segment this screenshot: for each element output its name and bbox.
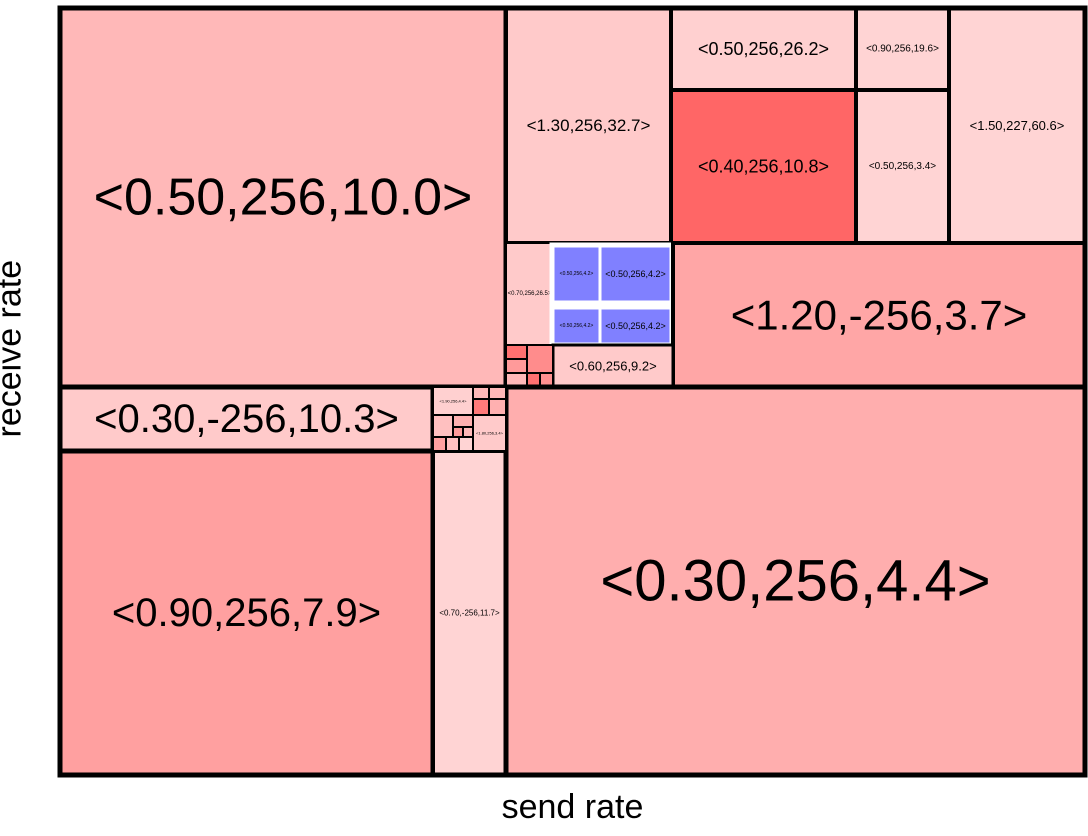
- cell-rect: [551, 244, 602, 304]
- cell-rect: [505, 242, 554, 346]
- cell-rect: [452, 426, 464, 438]
- cell-rect: [488, 398, 507, 416]
- cell-label: <1.80,256,3.4>: [476, 431, 504, 436]
- cell-rect: [458, 436, 474, 452]
- treemap-cell[interactable]: <0.50,256,4.2>: [598, 306, 673, 346]
- treemap-cell[interactable]: <0.70,-256,11.7>: [431, 449, 508, 777]
- treemap-cell[interactable]: <0.60,256,9.2>: [551, 343, 675, 389]
- cell-rect: [432, 436, 447, 452]
- cell-label: <1.50,227,60.6>: [970, 118, 1065, 133]
- treemap-cell[interactable]: <1.80,256,3.4>: [472, 414, 507, 452]
- treemap-cell[interactable]: <0.50,256,26.2>: [669, 6, 858, 92]
- treemap-cell[interactable]: <0.50,256,4.2>: [551, 244, 602, 304]
- treemap-cell[interactable]: <0.90,256,7.9>: [57, 448, 436, 778]
- treemap-frame: [57, 5, 1088, 778]
- cell-rect: [472, 398, 490, 416]
- treemap-cell[interactable]: [458, 436, 474, 452]
- cell-rect: [669, 88, 858, 245]
- cell-label: <1.90,256,4.4>: [440, 399, 468, 404]
- cell-label: <0.90,256,19.6>: [866, 44, 939, 55]
- cell-rect: [526, 344, 554, 374]
- treemap-cell[interactable]: [488, 386, 507, 400]
- cell-label: <0.50,256,10.0>: [94, 169, 473, 227]
- treemap-cell[interactable]: <0.40,256,10.8>: [669, 88, 858, 245]
- treemap-cell[interactable]: <1.20,-256,3.7>: [671, 241, 1087, 389]
- cell-label: <1.20,-256,3.7>: [731, 292, 1028, 339]
- treemap-cell[interactable]: <1.90,256,4.4>: [432, 386, 474, 416]
- cell-label: <0.90,256,7.9>: [112, 591, 381, 635]
- cell-rect: [57, 5, 509, 390]
- cell-rect: [57, 448, 436, 778]
- treemap-cell[interactable]: <0.50,256,4.2>: [598, 244, 673, 304]
- y-axis-label: receive rate: [0, 259, 29, 438]
- treemap-cell[interactable]: <0.70,256,26.5>: [505, 242, 554, 346]
- cell-rect: [505, 344, 528, 360]
- cell-label: <0.30,256,4.4>: [600, 549, 990, 614]
- cell-rect: [472, 386, 490, 400]
- cell-rect: [462, 426, 474, 438]
- cell-label: <0.60,256,9.2>: [569, 359, 656, 374]
- cell-rect: [472, 414, 507, 452]
- cell-rect: [432, 414, 454, 438]
- treemap-cell[interactable]: [472, 398, 490, 416]
- treemap-cell[interactable]: [472, 386, 490, 400]
- treemap-cell[interactable]: [452, 426, 464, 438]
- cell-label: <0.50,256,4.2>: [560, 323, 594, 329]
- treemap-cell[interactable]: <0.50,256,10.0>: [57, 5, 509, 390]
- cell-label: <0.70,256,26.5>: [508, 291, 552, 297]
- treemap-cell[interactable]: [505, 344, 528, 360]
- treemap-cell[interactable]: [445, 436, 460, 452]
- cell-label: <0.50,256,26.2>: [698, 39, 829, 59]
- treemap-cell[interactable]: <1.30,256,32.7>: [504, 6, 673, 245]
- treemap-cell[interactable]: <0.30,-256,10.3>: [57, 384, 436, 454]
- treemap-cell[interactable]: <0.90,256,19.6>: [854, 6, 951, 92]
- treemap-cell[interactable]: [432, 436, 447, 452]
- cell-rect: [671, 241, 1087, 389]
- treemap-cell[interactable]: <0.50,256,4.2>: [551, 306, 602, 346]
- treemap-cells: <0.50,256,10.0> <1.30,256,32.7> <0.50,256,…: [57, 5, 1088, 778]
- cell-label: <1.30,256,32.7>: [527, 116, 651, 135]
- treemap-cell[interactable]: [432, 414, 454, 438]
- cell-rect: [445, 436, 460, 452]
- x-axis-label: send rate: [501, 788, 644, 826]
- cell-rect: [503, 384, 1088, 778]
- treemap-cell[interactable]: [505, 358, 528, 374]
- cell-rect: [488, 386, 507, 400]
- cell-rect: [431, 449, 508, 777]
- cell-rect: [504, 6, 673, 245]
- treemap-cell[interactable]: <1.50,227,60.6>: [947, 6, 1087, 245]
- cell-label: <0.70,-256,11.7>: [439, 609, 500, 618]
- treemap-cell[interactable]: [488, 398, 507, 416]
- cell-label: <0.40,256,10.8>: [698, 157, 829, 177]
- cell-label: <0.50,256,4.2>: [560, 271, 594, 277]
- treemap-cell[interactable]: <0.30,256,4.4>: [503, 384, 1088, 778]
- cell-rect: [505, 358, 528, 374]
- cell-label: <0.50,256,4.2>: [605, 269, 666, 279]
- treemap-cell[interactable]: [526, 344, 554, 374]
- cell-label: <0.50,256,4.2>: [605, 321, 666, 331]
- cell-label: <0.50,256,3.4>: [869, 161, 936, 172]
- treemap-cell[interactable]: [462, 426, 474, 438]
- cell-label: <0.30,-256,10.3>: [94, 397, 399, 441]
- plot-frame: [57, 5, 1088, 778]
- treemap-cell[interactable]: <0.50,256,3.4>: [854, 88, 951, 245]
